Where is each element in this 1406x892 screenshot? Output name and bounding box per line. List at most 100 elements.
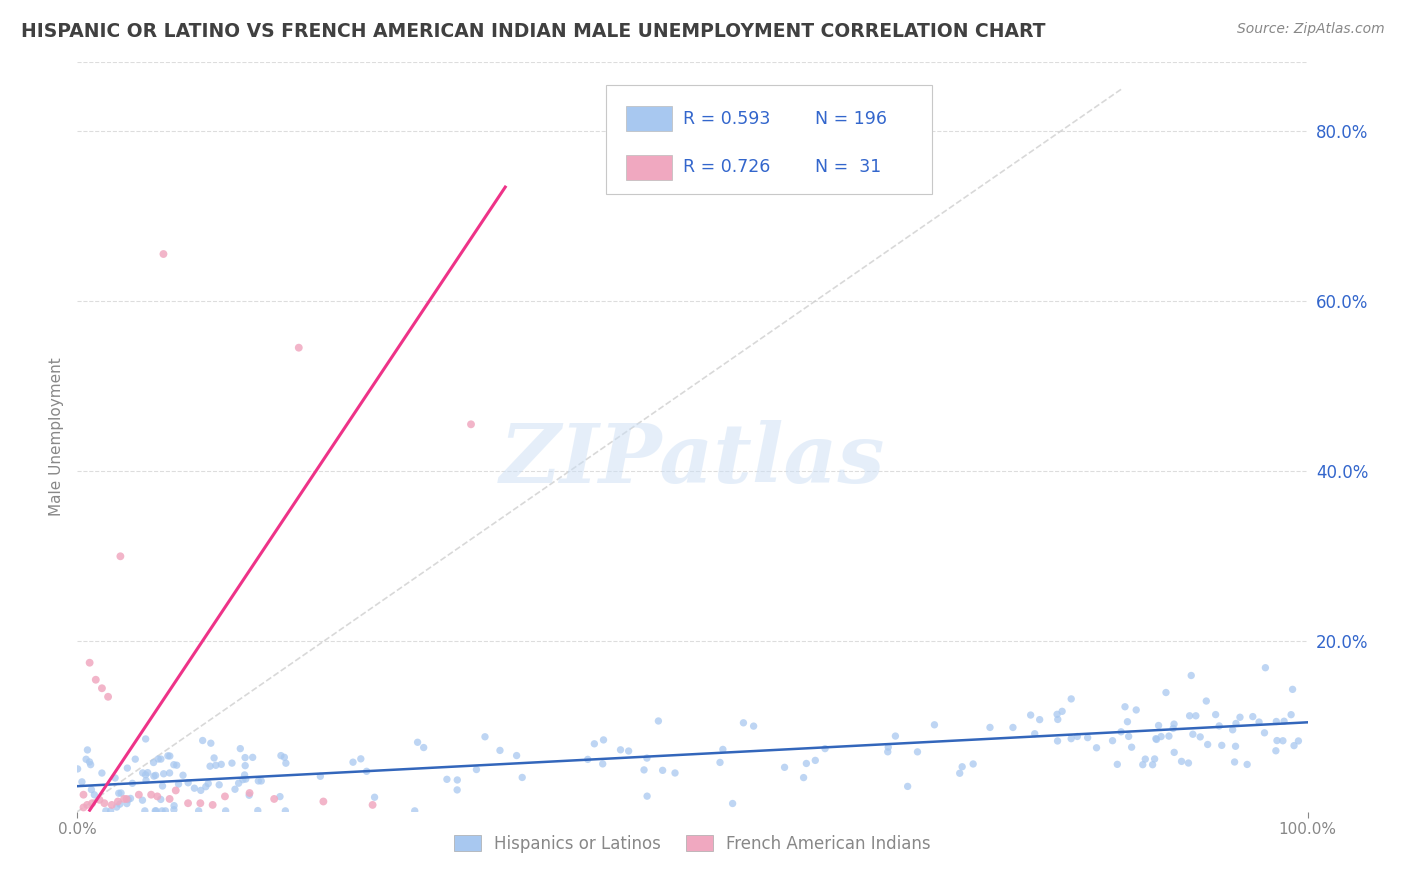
Point	[510, 771, 533, 785]
Point	[145, 804, 167, 818]
Point	[949, 766, 972, 780]
Point	[152, 779, 174, 793]
Point	[412, 740, 434, 755]
Point	[583, 737, 606, 751]
Point	[576, 752, 599, 766]
Point	[404, 804, 426, 818]
Point	[1146, 732, 1168, 747]
Point	[609, 743, 631, 757]
Point	[145, 768, 167, 782]
Point	[1060, 731, 1083, 746]
Point	[505, 748, 527, 763]
Point	[446, 772, 468, 787]
Point	[711, 742, 734, 756]
Point	[190, 783, 212, 797]
Point	[1225, 739, 1247, 754]
Point	[97, 690, 120, 704]
Point	[83, 788, 105, 802]
Point	[146, 789, 169, 804]
Point	[721, 797, 744, 811]
Point	[1185, 708, 1208, 723]
Point	[238, 789, 260, 803]
Point	[149, 792, 172, 806]
Point	[884, 729, 907, 743]
Point	[793, 771, 815, 785]
Point	[117, 792, 139, 806]
Point	[100, 804, 122, 818]
Point	[897, 780, 920, 794]
Point	[924, 718, 946, 732]
FancyBboxPatch shape	[626, 154, 672, 180]
Point	[93, 796, 115, 810]
Point	[1197, 738, 1219, 752]
Point	[124, 752, 146, 766]
Point	[489, 743, 512, 757]
Point	[76, 743, 98, 757]
Point	[188, 796, 212, 810]
Point	[1163, 717, 1185, 731]
Point	[155, 804, 177, 818]
Point	[90, 766, 112, 780]
Point	[1161, 722, 1184, 736]
Point	[131, 765, 153, 780]
Point	[204, 758, 226, 772]
Legend: Hispanics or Latinos, French American Indians: Hispanics or Latinos, French American In…	[447, 829, 938, 860]
Point	[1180, 668, 1202, 682]
Point	[814, 741, 837, 756]
Point	[152, 766, 174, 780]
Point	[1195, 694, 1218, 708]
Point	[1077, 731, 1099, 745]
Point	[877, 740, 900, 755]
Point	[159, 792, 181, 806]
Point	[436, 772, 458, 787]
Point	[592, 756, 614, 771]
Point	[135, 731, 157, 746]
Point	[636, 751, 658, 765]
Point	[142, 769, 165, 783]
Point	[270, 748, 292, 763]
Point	[1147, 718, 1170, 732]
Point	[1019, 708, 1042, 723]
Point	[309, 769, 332, 783]
Point	[446, 783, 468, 797]
Point	[1114, 699, 1136, 714]
Point	[221, 756, 243, 771]
Point	[1118, 730, 1140, 744]
Text: HISPANIC OR LATINO VS FRENCH AMERICAN INDIAN MALE UNEMPLOYMENT CORRELATION CHART: HISPANIC OR LATINO VS FRENCH AMERICAN IN…	[21, 22, 1046, 41]
Point	[166, 758, 188, 772]
Point	[94, 804, 117, 818]
Point	[136, 765, 159, 780]
Point	[187, 804, 209, 818]
Point	[651, 764, 673, 778]
Point	[356, 764, 378, 779]
Point	[128, 788, 150, 802]
Point	[105, 800, 128, 814]
Point	[1170, 755, 1192, 769]
Point	[1281, 682, 1303, 697]
Point	[907, 745, 929, 759]
Point	[876, 745, 898, 759]
FancyBboxPatch shape	[626, 106, 672, 131]
Point	[141, 788, 163, 802]
Point	[239, 786, 262, 800]
Point	[108, 797, 131, 811]
Point	[1001, 721, 1024, 735]
Point	[229, 741, 252, 756]
Point	[233, 758, 256, 772]
Point	[228, 776, 250, 790]
Point	[1143, 752, 1166, 766]
Point	[804, 753, 827, 767]
Point	[342, 755, 364, 769]
Point	[709, 756, 731, 770]
Point	[235, 772, 257, 786]
Point	[1236, 757, 1258, 772]
Point	[163, 803, 186, 817]
Point	[183, 781, 205, 796]
Point	[361, 797, 384, 812]
Point	[70, 775, 93, 789]
Point	[1178, 708, 1201, 723]
Text: Source: ZipAtlas.com: Source: ZipAtlas.com	[1237, 22, 1385, 37]
Y-axis label: Male Unemployment: Male Unemployment	[49, 358, 65, 516]
Point	[1272, 714, 1295, 729]
Point	[115, 792, 138, 806]
